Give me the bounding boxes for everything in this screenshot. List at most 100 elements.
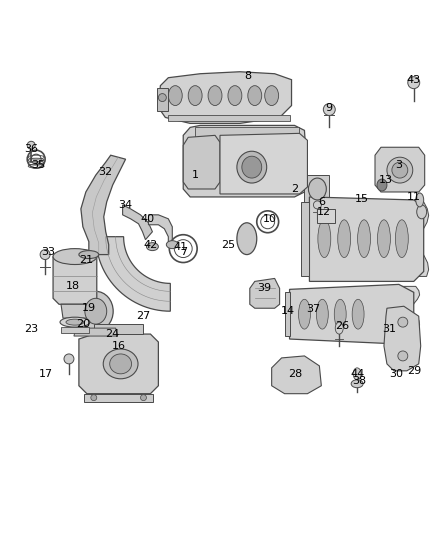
Polygon shape <box>318 209 335 223</box>
Text: 34: 34 <box>119 200 133 210</box>
Polygon shape <box>195 127 300 146</box>
Ellipse shape <box>248 86 262 106</box>
Polygon shape <box>290 285 414 344</box>
Text: 26: 26 <box>335 321 349 331</box>
Polygon shape <box>81 155 126 255</box>
Text: 44: 44 <box>350 369 364 379</box>
Ellipse shape <box>334 300 346 329</box>
Polygon shape <box>411 202 429 277</box>
Text: 7: 7 <box>180 247 187 256</box>
Text: 20: 20 <box>76 319 90 329</box>
Text: 39: 39 <box>258 284 272 293</box>
Text: 27: 27 <box>136 311 151 321</box>
Ellipse shape <box>314 201 321 209</box>
Polygon shape <box>53 256 97 304</box>
Polygon shape <box>375 147 425 192</box>
Text: 42: 42 <box>143 240 158 249</box>
Ellipse shape <box>228 86 242 106</box>
Polygon shape <box>94 324 144 334</box>
Text: 37: 37 <box>306 304 321 314</box>
Polygon shape <box>301 202 309 277</box>
Text: 25: 25 <box>221 240 235 249</box>
Ellipse shape <box>417 205 427 219</box>
Text: 28: 28 <box>288 369 303 379</box>
Ellipse shape <box>66 319 84 325</box>
Text: 35: 35 <box>31 160 45 170</box>
Ellipse shape <box>398 351 408 361</box>
Polygon shape <box>123 205 152 240</box>
Text: 6: 6 <box>318 197 325 207</box>
Ellipse shape <box>357 220 371 257</box>
Text: 3: 3 <box>396 160 403 170</box>
Text: 19: 19 <box>82 303 96 313</box>
Ellipse shape <box>416 193 424 207</box>
Text: 9: 9 <box>326 102 333 112</box>
Ellipse shape <box>316 300 328 329</box>
Polygon shape <box>183 125 307 197</box>
Text: 41: 41 <box>173 241 187 252</box>
Polygon shape <box>74 328 118 336</box>
Ellipse shape <box>110 354 131 374</box>
Ellipse shape <box>208 86 222 106</box>
Ellipse shape <box>166 241 178 248</box>
Ellipse shape <box>27 141 35 149</box>
Text: 10: 10 <box>263 214 277 224</box>
Ellipse shape <box>40 249 50 260</box>
Text: 21: 21 <box>79 255 93 264</box>
Polygon shape <box>61 304 89 318</box>
Ellipse shape <box>85 298 107 324</box>
Ellipse shape <box>408 77 420 88</box>
Polygon shape <box>304 175 329 202</box>
Ellipse shape <box>53 248 97 264</box>
Ellipse shape <box>378 220 390 257</box>
Polygon shape <box>168 116 290 122</box>
Ellipse shape <box>392 162 408 178</box>
Ellipse shape <box>60 317 90 327</box>
Text: 11: 11 <box>407 192 421 202</box>
Text: 32: 32 <box>99 167 113 177</box>
Ellipse shape <box>265 86 279 106</box>
Text: 16: 16 <box>112 341 126 351</box>
Ellipse shape <box>159 94 166 102</box>
Text: 24: 24 <box>106 329 120 339</box>
Text: 17: 17 <box>39 369 53 379</box>
Text: 13: 13 <box>379 175 393 185</box>
Ellipse shape <box>338 220 351 257</box>
Polygon shape <box>84 394 153 402</box>
Polygon shape <box>157 87 168 111</box>
Polygon shape <box>384 306 421 371</box>
Polygon shape <box>285 292 290 336</box>
Polygon shape <box>220 133 307 194</box>
Ellipse shape <box>387 157 413 183</box>
Ellipse shape <box>78 292 113 331</box>
Text: 30: 30 <box>389 369 403 379</box>
Ellipse shape <box>237 151 267 183</box>
Text: 29: 29 <box>406 366 421 376</box>
Ellipse shape <box>377 179 387 191</box>
Text: 23: 23 <box>24 324 38 334</box>
Ellipse shape <box>91 394 97 401</box>
Ellipse shape <box>398 317 408 327</box>
Ellipse shape <box>64 354 74 364</box>
Polygon shape <box>96 237 170 311</box>
Polygon shape <box>148 215 172 241</box>
Ellipse shape <box>353 368 361 380</box>
Text: 15: 15 <box>355 194 369 204</box>
Ellipse shape <box>168 86 182 106</box>
Text: 38: 38 <box>352 376 366 386</box>
Ellipse shape <box>396 220 408 257</box>
Ellipse shape <box>351 380 363 387</box>
Ellipse shape <box>352 300 364 329</box>
Ellipse shape <box>103 349 138 379</box>
Text: 12: 12 <box>317 207 332 217</box>
Text: 33: 33 <box>41 247 55 256</box>
Text: 1: 1 <box>192 170 199 180</box>
Text: 31: 31 <box>382 324 396 334</box>
Polygon shape <box>250 278 279 308</box>
Ellipse shape <box>308 178 326 200</box>
Ellipse shape <box>146 243 159 251</box>
Ellipse shape <box>237 223 257 255</box>
Ellipse shape <box>335 322 343 334</box>
Text: 14: 14 <box>280 306 295 316</box>
Ellipse shape <box>79 251 99 259</box>
